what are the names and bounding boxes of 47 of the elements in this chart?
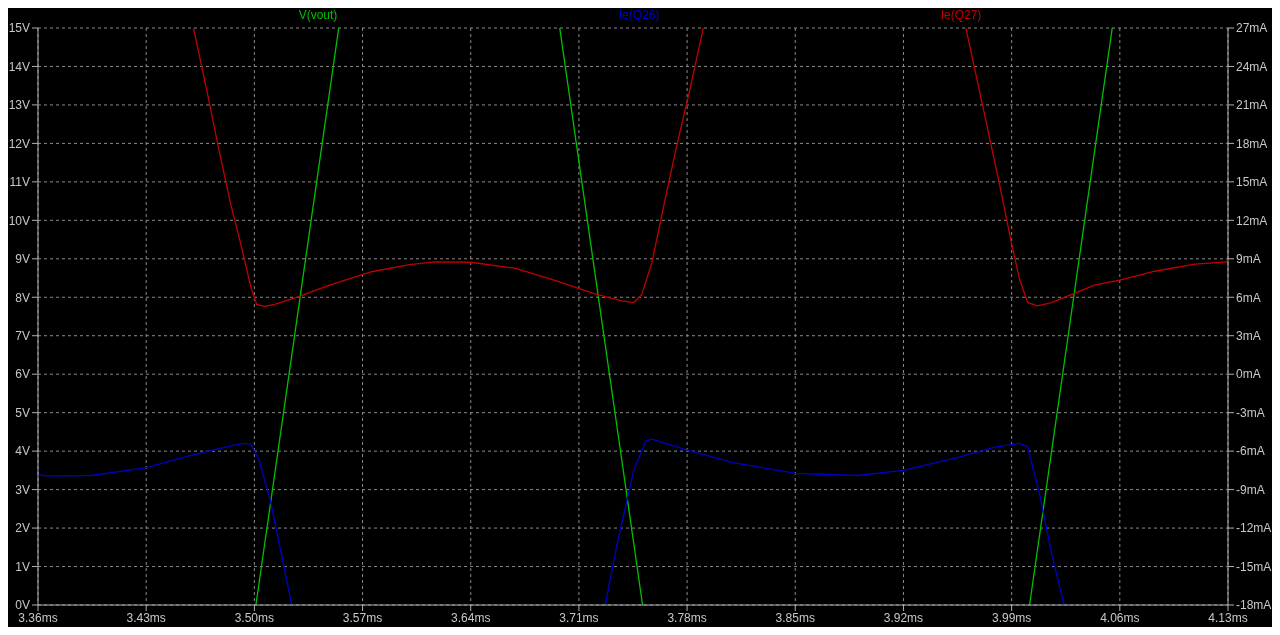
y-tick-label: 0V xyxy=(15,598,30,613)
y-tick-label: 6V xyxy=(15,367,30,382)
y2-tick-label: 24mA xyxy=(1236,59,1268,74)
x-tick-label: 3.71ms xyxy=(559,610,599,625)
y2-tick-label: 12mA xyxy=(1236,213,1268,228)
y2-tick-label: -3mA xyxy=(1236,405,1265,420)
y2-tick-label: 18mA xyxy=(1236,136,1268,151)
y-tick-label: 10V xyxy=(8,213,30,228)
series-label: Ie(Q27) xyxy=(940,8,982,22)
x-tick-label: 3.43ms xyxy=(126,610,166,625)
y-tick-label: 15V xyxy=(8,21,30,36)
x-tick-label: 3.36ms xyxy=(18,610,58,625)
y2-tick-label: -12mA xyxy=(1236,521,1272,536)
y-tick-label: 14V xyxy=(8,59,30,74)
x-tick-label: 3.57ms xyxy=(342,610,383,625)
x-tick-label: 4.06ms xyxy=(1100,610,1140,625)
y-tick-label: 13V xyxy=(8,98,30,113)
y-tick-label: 9V xyxy=(15,252,30,267)
y-tick-label: 3V xyxy=(15,482,30,497)
x-tick-label: 3.64ms xyxy=(451,610,491,625)
y-tick-label: 2V xyxy=(15,521,30,536)
y2-tick-label: 9mA xyxy=(1236,252,1261,267)
y-tick-label: 4V xyxy=(15,444,30,459)
y2-tick-label: -15mA xyxy=(1236,559,1272,574)
y-tick-label: 12V xyxy=(8,136,30,151)
y2-tick-label: 6mA xyxy=(1236,290,1261,305)
y-tick-label: 1V xyxy=(15,559,30,574)
x-tick-label: 3.50ms xyxy=(234,610,275,625)
text: Ie(Q26) xyxy=(618,8,660,22)
y-tick-label: 8V xyxy=(15,290,30,305)
y2-tick-label: 3mA xyxy=(1236,328,1261,343)
y2-tick-label: 27mA xyxy=(1236,21,1268,36)
x-tick-label: 3.99ms xyxy=(991,610,1032,625)
y-tick-label: 11V xyxy=(9,175,30,190)
y2-tick-label: -18mA xyxy=(1236,598,1272,613)
y2-tick-label: 0mA xyxy=(1236,367,1261,382)
x-tick-label: 3.92ms xyxy=(883,610,924,625)
x-tick-label: 4.13ms xyxy=(1208,610,1248,625)
x-tick-label: 3.78ms xyxy=(667,610,707,625)
y2-tick-label: -9mA xyxy=(1236,482,1265,497)
series-label: V(vout) xyxy=(298,8,338,22)
y2-tick-label: -6mA xyxy=(1236,444,1265,459)
y-tick-label: 7V xyxy=(15,328,30,343)
y-tick-label: 5V xyxy=(15,405,30,420)
y2-tick-label: 15mA xyxy=(1236,175,1268,190)
x-tick-label: 3.85ms xyxy=(775,610,815,625)
y2-tick-label: 21mA xyxy=(1236,98,1268,113)
